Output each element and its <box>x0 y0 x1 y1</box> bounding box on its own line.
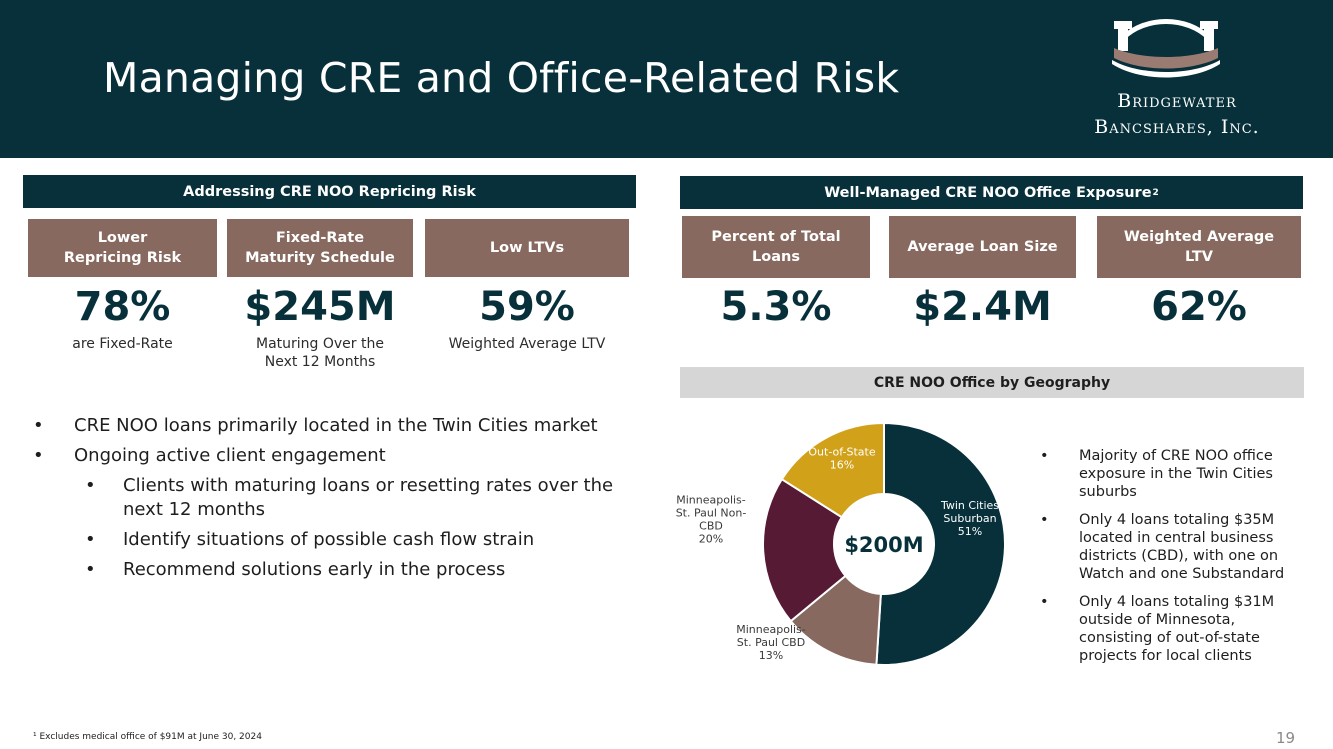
sub-bullet-item: Identify situations of possible cash flo… <box>33 528 653 552</box>
metric-label-avg-loan: Average Loan Size <box>889 216 1076 278</box>
logo-wordmark-line2: Bancshares, Inc. <box>1094 116 1260 138</box>
left-bullet-list: CRE NOO loans primarily located in the T… <box>33 414 653 588</box>
page-title: Managing CRE and Office-Related Risk <box>103 54 900 102</box>
company-logo: Bridgewater Bancshares, Inc. <box>1062 18 1292 143</box>
donut-slice-twin-cities-suburban <box>875 421 1007 666</box>
metric-value-fixed-rate: 78% <box>74 284 171 330</box>
bullet-item: Only 4 loans totaling $31M outside of Mi… <box>1040 593 1300 665</box>
metric-label-ltv: Low LTVs <box>425 219 629 277</box>
metric-value-percent-loans: 5.3% <box>720 284 832 330</box>
metric-caption-maturing: Maturing Over the Next 12 Months <box>256 336 384 370</box>
bullet-item: Only 4 loans totaling $35M located in ce… <box>1040 511 1300 583</box>
metric-label-percent-loans: Percent of Total Loans <box>682 216 870 278</box>
geography-donut-chart: Twin Cities Suburban 51% Minneapolis-St. Pa… <box>676 421 1007 666</box>
metric-value-weighted-ltv: 62% <box>1151 284 1247 330</box>
right-section-title: Well-Managed CRE NOO Office Exposure 2 <box>680 176 1303 209</box>
donut-slice-msp-non-cbd <box>762 477 847 623</box>
bullet-item: Majority of CRE NOO office exposure in t… <box>1040 447 1300 501</box>
bullet-item: Ongoing active client engagement <box>33 444 653 468</box>
geography-title: CRE NOO Office by Geography <box>680 367 1304 398</box>
sub-bullet-item: Clients with maturing loans or resetting… <box>33 474 638 522</box>
metric-label-maturity: Fixed-Rate Maturity Schedule <box>227 219 413 277</box>
bullet-item: CRE NOO loans primarily located in the T… <box>33 414 653 438</box>
geography-title-text: CRE NOO Office by Geography <box>873 374 1111 391</box>
right-section-title-text: Well-Managed CRE NOO Office Exposure <box>824 184 1152 201</box>
header-banner: Managing CRE and Office-Related Risk Bri… <box>0 0 1333 158</box>
donut-label-msp-cbd: Minneapolis-St. Paul CBD 13% <box>736 623 806 662</box>
donut-label-msp-non-cbd: Minneapolis-St. Paul Non-CBD 20% <box>676 494 747 546</box>
metric-caption-ltv: Weighted Average LTV <box>448 336 606 352</box>
metric-value-avg-loan: $2.4M <box>913 284 1052 330</box>
left-section-title: Addressing CRE NOO Repricing Risk <box>23 175 636 208</box>
donut-center-total: $200M <box>844 533 923 557</box>
donut-slice-out-of-state <box>780 421 885 519</box>
sub-bullet-item: Recommend solutions early in the process <box>33 558 653 582</box>
logo-emblem-icon <box>1112 19 1220 78</box>
metric-caption-fixed-rate: are Fixed-Rate <box>72 336 173 352</box>
metric-value-maturing: $245M <box>244 284 396 330</box>
metric-label-weighted-ltv: Weighted Average LTV <box>1097 216 1301 278</box>
donut-label-twin-cities-suburban: Twin Cities Suburban 51% <box>940 499 999 538</box>
metric-value-ltv: 59% <box>479 284 575 330</box>
right-bullet-list: Majority of CRE NOO office exposure in t… <box>1040 447 1300 675</box>
donut-label-out-of-state: Out-of-State 16% <box>808 446 875 472</box>
footnote-marker: 2 <box>1152 187 1159 198</box>
left-section-title-text: Addressing CRE NOO Repricing Risk <box>183 183 476 200</box>
logo-wordmark-line1: Bridgewater <box>1117 90 1237 112</box>
metric-label-repricing: Lower Repricing Risk <box>28 219 217 277</box>
footnote: ¹ Excludes medical office of $91M at Jun… <box>33 732 262 742</box>
page-number: 19 <box>1276 729 1296 747</box>
